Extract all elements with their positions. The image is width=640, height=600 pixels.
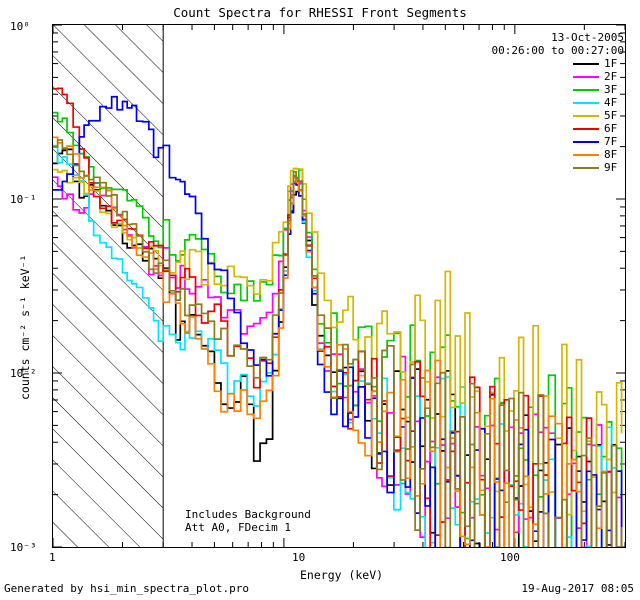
legend-item: 6F — [573, 122, 624, 135]
y-tick-label: 10⁰ — [10, 20, 30, 33]
x-axis-label: Energy (keV) — [300, 568, 384, 582]
legend-color-swatch — [573, 62, 599, 65]
series-line-9f — [53, 139, 623, 547]
legend-item: 3F — [573, 83, 624, 96]
page-title: Count Spectra for RHESSI Front Segments — [173, 5, 467, 20]
legend-label: 2F — [604, 70, 618, 83]
legend-color-swatch — [573, 114, 599, 117]
legend: 1F 2F 3F 4F 5F 6F 7F 8F 9F — [573, 57, 624, 174]
y-tick-label: 10⁻² — [10, 367, 37, 380]
legend-item: 8F — [573, 148, 624, 161]
legend-color-swatch — [573, 101, 599, 104]
legend-label: 1F — [604, 57, 618, 70]
observation-time-range: 00:26:00 to 00:27:00 — [491, 44, 624, 57]
legend-label: 5F — [604, 109, 618, 122]
y-tick-label: 10⁻¹ — [10, 193, 37, 206]
annotation-includes-background: Includes Background — [185, 508, 311, 521]
legend-item: 1F — [573, 57, 624, 70]
x-tick-label: 1 — [49, 551, 56, 564]
legend-item: 2F — [573, 70, 624, 83]
legend-label: 4F — [604, 96, 618, 109]
annotation-att-fdecim: Att A0, FDecim 1 — [185, 521, 291, 534]
observation-date: 13-Oct-2005 — [551, 31, 624, 44]
legend-item: 9F — [573, 161, 624, 174]
legend-item: 4F — [573, 96, 624, 109]
spectra-plot-svg — [53, 25, 625, 547]
y-tick-label: 10⁻³ — [10, 541, 37, 554]
legend-color-swatch — [573, 88, 599, 91]
x-tick-label: 100 — [500, 551, 520, 564]
hatched-cutoff-region — [53, 25, 164, 547]
legend-label: 3F — [604, 83, 618, 96]
legend-label: 7F — [604, 135, 618, 148]
legend-color-swatch — [573, 127, 599, 130]
legend-label: 6F — [604, 122, 618, 135]
plot-area — [52, 24, 626, 548]
footer-generated-by: Generated by hsi_min_spectra_plot.pro — [4, 582, 250, 595]
legend-color-swatch — [573, 166, 599, 169]
legend-item: 5F — [573, 109, 624, 122]
legend-color-swatch — [573, 153, 599, 156]
legend-color-swatch — [573, 75, 599, 78]
observation-date-block: 13-Oct-2005 00:26:00 to 00:27:00 — [492, 31, 624, 57]
x-tick-label: 10 — [292, 551, 306, 564]
legend-label: 8F — [604, 148, 618, 161]
legend-label: 9F — [604, 161, 618, 174]
data-series-layer — [53, 87, 623, 547]
legend-color-swatch — [573, 140, 599, 143]
footer-timestamp: 19-Aug-2017 08:05 — [521, 582, 634, 595]
legend-item: 7F — [573, 135, 624, 148]
